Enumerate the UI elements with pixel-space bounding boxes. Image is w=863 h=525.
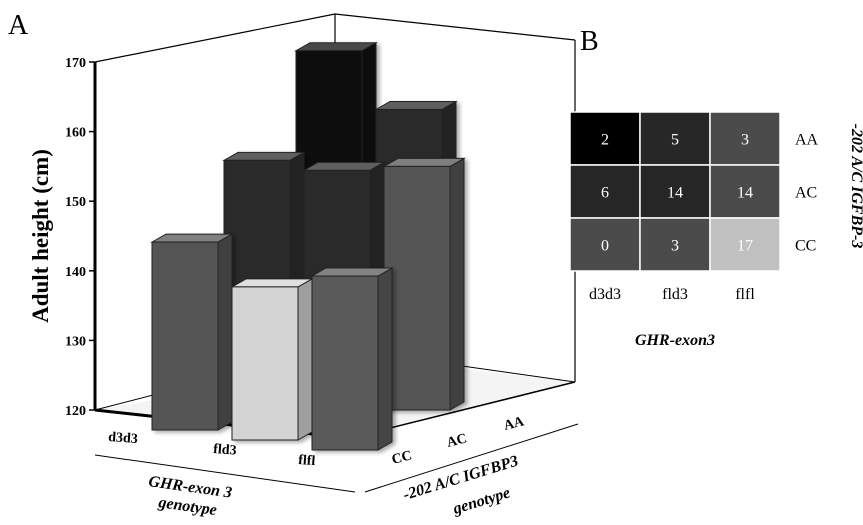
heatmap-cell-AA-d3d3 <box>569 111 641 166</box>
panel-b-heatmap: B 2 5 3 AA 6 14 14 AC 0 3 17 CC d3d3 fld3 flfl GHR-exo… <box>569 26 863 349</box>
x-axis-title-rule <box>94 454 356 493</box>
bar-side-flfl-CC <box>377 267 393 451</box>
bar-top-d3d3-AA <box>294 42 378 52</box>
x-tick-label-fld3: fld3 <box>213 442 237 459</box>
bars <box>150 41 466 451</box>
heatmap-x-axis-title: GHR-exon3 <box>635 332 715 349</box>
y-tick-label: 140 <box>65 265 86 280</box>
heatmap-cell-label-AC-flfl: 14 <box>737 185 753 202</box>
heatmap-row-label-AA: AA <box>795 132 819 149</box>
y-tick-label: 160 <box>65 126 86 141</box>
bar-top-flfl-AC <box>382 157 466 167</box>
heatmap-cell-AC-d3d3 <box>569 164 641 219</box>
heatmap-cell-label-AA-flfl: 3 <box>741 132 749 149</box>
heatmap-cell-label-AA-d3d3: 2 <box>601 132 609 149</box>
heatmap-cell-label-AA-fld3: 5 <box>671 132 679 149</box>
bar-flfl-CC <box>310 267 394 451</box>
heatmap-column-label-fld3: fld3 <box>662 286 688 303</box>
heatmap-cell-label-AC-d3d3: 6 <box>601 185 609 202</box>
bar-top-fld3-CC <box>230 278 314 288</box>
y-tick-label: 150 <box>65 195 86 210</box>
y-axis: 120 130 140 150 160 170 <box>65 56 95 419</box>
heatmap-cell-label-CC-fld3: 3 <box>671 238 679 255</box>
bar-side-fld3-CC <box>297 278 313 441</box>
bar-front-d3d3-CC <box>151 241 219 431</box>
heatmap-column-label-d3d3: d3d3 <box>589 286 621 303</box>
z-axis-title-rule <box>364 423 579 493</box>
bar-side-d3d3-CC <box>217 233 233 431</box>
x-tick-label-flfl: flfl <box>298 453 316 469</box>
heatmap-cell-CC-fld3 <box>639 217 711 272</box>
z-axis-title-line2: genotype <box>450 484 512 518</box>
bar-front-flfl-AC <box>383 165 451 411</box>
heatmap-cell-AC-fld3 <box>639 164 711 219</box>
heatmap-y-axis-title: -202 A/C IGFBP-3 <box>848 124 863 249</box>
y-tick-label: 170 <box>65 56 86 71</box>
frame-edge <box>334 13 576 41</box>
heatmap-cell-AA-fld3 <box>639 111 711 166</box>
z-tick-label-cc: CC <box>390 448 413 467</box>
bar-fld3-CC <box>230 278 314 441</box>
bar-flfl-AC <box>382 157 466 411</box>
x-tick-label-d3d3: d3d3 <box>108 430 139 447</box>
heatmap-row-label-AC: AC <box>795 185 817 202</box>
bar-side-flfl-AC <box>449 157 465 411</box>
panel-label-b: B <box>580 26 599 57</box>
heatmap-cell-label-CC-d3d3: 0 <box>601 238 609 255</box>
bar-top-d3d3-CC <box>150 233 234 243</box>
bar-top-fld3-AC <box>302 161 386 171</box>
heatmap-cell-label-CC-flfl: 17 <box>737 238 753 255</box>
panel-label-a: A <box>8 10 29 41</box>
z-tick-label-ac: AC <box>445 431 468 450</box>
bar-front-flfl-CC <box>311 275 379 451</box>
heatmap-grid: 2 5 3 AA 6 14 14 AC 0 3 17 CC d3d3 fld3 flfl <box>569 111 819 303</box>
heatmap-column-label-flfl: flfl <box>735 286 755 303</box>
frame-edge <box>94 13 336 63</box>
heatmap-cell-CC-d3d3 <box>569 217 641 272</box>
heatmap-cell-CC-flfl <box>709 217 781 272</box>
y-axis-title: Adult height (cm) <box>28 149 53 323</box>
z-tick-label-aa: AA <box>502 414 526 434</box>
panel-a-3d-bar-chart: A 120 130 140 150 160 170 Adult height (cm) d… <box>8 10 579 519</box>
heatmap-cell-AC-flfl <box>709 164 781 219</box>
heatmap-cell-AA-flfl <box>709 111 781 166</box>
bar-d3d3-CC <box>150 233 234 431</box>
y-tick-label: 120 <box>65 404 86 419</box>
bar-top-flfl-CC <box>310 267 394 277</box>
heatmap-row-label-CC: CC <box>795 238 816 255</box>
heatmap-cell-label-AC-fld3: 14 <box>667 185 683 202</box>
bar-front-fld3-CC <box>231 286 299 441</box>
bar-top-fld3-AA <box>374 100 458 110</box>
y-tick-label: 130 <box>65 334 86 349</box>
bar-top-d3d3-AC <box>222 151 306 161</box>
